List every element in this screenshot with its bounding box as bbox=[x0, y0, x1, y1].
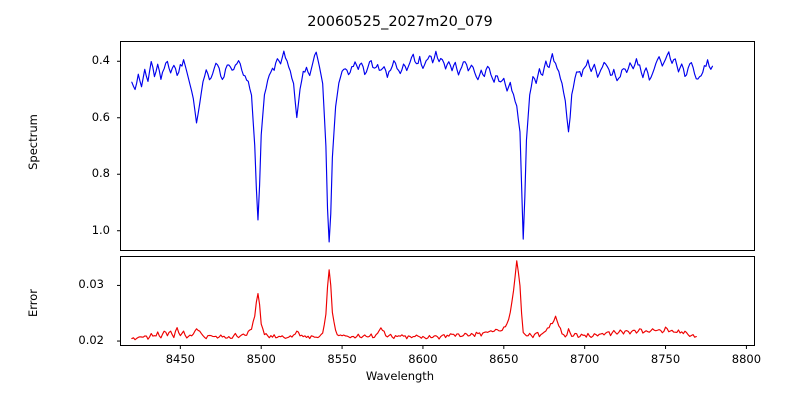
top-panel-frame bbox=[121, 42, 755, 251]
y-axis-label-spectrum: Spectrum bbox=[26, 114, 40, 170]
x-tick-label: 8500 bbox=[231, 352, 291, 366]
y-tick-label-error: 0.02 bbox=[64, 333, 104, 347]
figure-canvas: 20060525_2027m20_079 Spectrum Error Wave… bbox=[0, 0, 800, 400]
x-tick-label: 8650 bbox=[474, 352, 534, 366]
y-tick-label-spectrum: 0.4 bbox=[70, 53, 110, 67]
x-tick-label: 8600 bbox=[393, 352, 453, 366]
x-tick-label: 8800 bbox=[716, 352, 776, 366]
x-tick-label: 8750 bbox=[636, 352, 696, 366]
y-axis-label-error: Error bbox=[26, 289, 40, 317]
bottom-panel-frame bbox=[121, 257, 755, 346]
top-panel-ticks bbox=[117, 61, 121, 230]
plot-svg bbox=[0, 0, 800, 400]
x-axis-label-wavelength: Wavelength bbox=[0, 369, 800, 383]
page-title: 20060525_2027m20_079 bbox=[0, 14, 800, 30]
x-tick-label: 8700 bbox=[555, 352, 615, 366]
x-tick-label: 8550 bbox=[312, 352, 372, 366]
bottom-panel-ticks bbox=[117, 285, 121, 341]
y-tick-label-spectrum: 0.8 bbox=[70, 166, 110, 180]
x-tick-label: 8450 bbox=[150, 352, 210, 366]
y-tick-label-spectrum: 0.6 bbox=[70, 110, 110, 124]
y-tick-label-spectrum: 1.0 bbox=[70, 223, 110, 237]
y-tick-label-error: 0.03 bbox=[64, 277, 104, 291]
